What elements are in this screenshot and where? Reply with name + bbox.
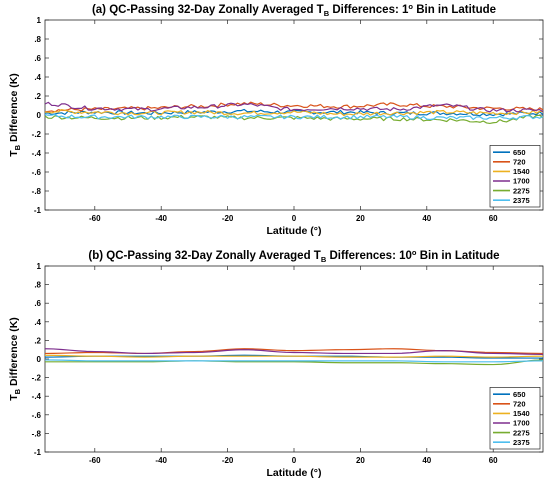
y-tick-label: 1 [37, 16, 42, 25]
plot-area [44, 265, 544, 453]
legend-box [489, 387, 541, 450]
y-tick-label: -1 [34, 448, 42, 457]
series-line-2375 [44, 359, 544, 363]
x-tick-label: 0 [292, 456, 297, 465]
y-tick-label: -1 [34, 206, 42, 215]
series-line-1700 [44, 101, 544, 113]
y-tick-label: .8 [34, 35, 41, 44]
legend-label-2275: 2275 [513, 428, 530, 437]
legend-label-2375: 2375 [513, 196, 530, 205]
legend-label-2275: 2275 [513, 186, 530, 195]
y-tick-label: .8 [34, 281, 41, 290]
legend-label-650: 650 [513, 390, 526, 399]
y-tick-label: .6 [34, 299, 41, 308]
chart-title: (b) QC-Passing 32-Day Zonally Averaged T… [88, 248, 499, 264]
x-tick-label: -20 [222, 214, 234, 223]
y-tick-label: 0 [37, 111, 42, 120]
x-tick-label: 40 [422, 214, 431, 223]
y-tick-label: -.4 [32, 149, 42, 158]
y-tick-label: 1 [37, 262, 42, 271]
series-line-2275 [45, 359, 544, 366]
y-tick-label: -.6 [32, 168, 42, 177]
chart-panel-a: (a) QC-Passing 32-Day Zonally Averaged T… [8, 2, 544, 237]
chart-title: (a) QC-Passing 32-Day Zonally Averaged T… [92, 2, 496, 18]
legend-label-1540: 1540 [513, 167, 530, 176]
y-tick-label: 0 [37, 355, 42, 364]
y-tick-label: -.8 [32, 429, 42, 438]
y-tick-label: -.6 [32, 411, 42, 420]
x-axis-label: Latitude (°) [267, 225, 322, 237]
x-tick-label: 60 [489, 214, 498, 223]
x-tick-label: -60 [89, 456, 101, 465]
x-tick-label: -20 [222, 456, 234, 465]
y-tick-label: -.8 [32, 187, 42, 196]
y-tick-label: .4 [34, 73, 41, 82]
x-tick-label: 40 [422, 456, 431, 465]
y-tick-label: -.4 [32, 392, 42, 401]
legend-label-720: 720 [513, 158, 526, 167]
legend-label-2375: 2375 [513, 438, 530, 447]
series-line-1540 [44, 354, 544, 358]
y-tick-label: -.2 [32, 374, 42, 383]
legend-label-1540: 1540 [513, 409, 530, 418]
series-line-1540 [44, 109, 544, 117]
x-tick-label: 20 [356, 214, 365, 223]
series-line-1700 [44, 348, 544, 355]
x-axis-label: Latitude (°) [267, 467, 322, 479]
legend-label-720: 720 [513, 400, 526, 409]
legend-label-650: 650 [513, 148, 526, 157]
y-tick-label: .4 [34, 318, 41, 327]
legend-label-1700: 1700 [513, 419, 530, 428]
y-axis-label: TB Difference (K) [8, 317, 22, 401]
chart-panel-b: (b) QC-Passing 32-Day Zonally Averaged T… [8, 248, 544, 479]
x-tick-label: -40 [155, 456, 167, 465]
plot-area [44, 19, 544, 211]
x-tick-label: -60 [89, 214, 101, 223]
x-tick-label: 60 [489, 456, 498, 465]
legend-label-1700: 1700 [513, 177, 530, 186]
y-tick-label: .2 [34, 336, 41, 345]
x-tick-label: 20 [356, 456, 365, 465]
y-tick-label: -.2 [32, 130, 42, 139]
x-tick-label: 0 [292, 214, 297, 223]
y-tick-label: .2 [34, 92, 41, 101]
legend-box [489, 145, 541, 208]
y-axis-label: TB Difference (K) [8, 73, 22, 157]
y-tick-label: .6 [34, 54, 41, 63]
series-line-2375 [44, 113, 544, 121]
x-tick-label: -40 [155, 214, 167, 223]
